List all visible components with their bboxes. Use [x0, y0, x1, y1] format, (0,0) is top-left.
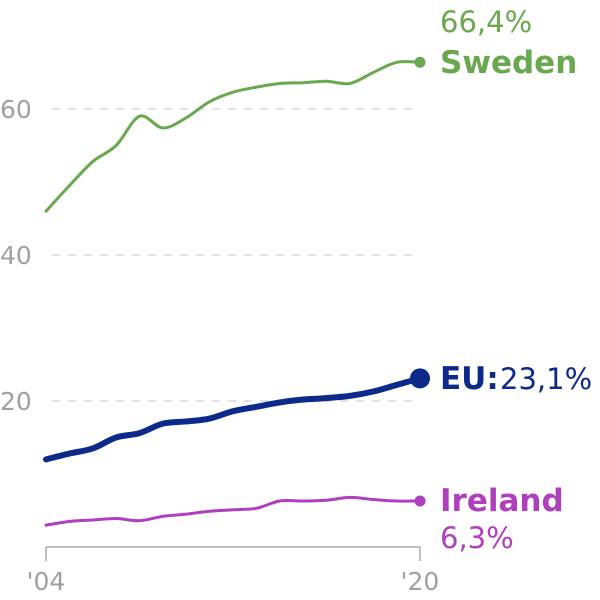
x-axis: '04 '20 [27, 546, 440, 596]
x-tick-label: '04 [27, 567, 66, 596]
end-point-eu [410, 368, 430, 389]
sweden-name-label: Sweden [440, 45, 577, 81]
series-line-sweden [44, 60, 422, 213]
x-tick-label: '20 [401, 567, 440, 596]
series-lines [43, 56, 430, 527]
series-line-eu [43, 375, 423, 463]
ireland-value-label: 6,3% [440, 521, 514, 555]
eu-name-label: EU: [440, 361, 499, 397]
y-tick-label: 20 [0, 387, 32, 416]
gridlines: 20 40 60 [0, 95, 420, 416]
series-line-ireland [44, 495, 422, 527]
ireland-name-label: Ireland [440, 483, 564, 519]
y-tick-label: 60 [0, 95, 32, 124]
sweden-value-label: 66,4% [440, 5, 532, 39]
end-point-sweden [414, 56, 426, 68]
y-tick-label: 40 [0, 241, 32, 270]
end-point-ireland [414, 495, 426, 507]
eu-value-label: 23,1% [500, 362, 592, 396]
